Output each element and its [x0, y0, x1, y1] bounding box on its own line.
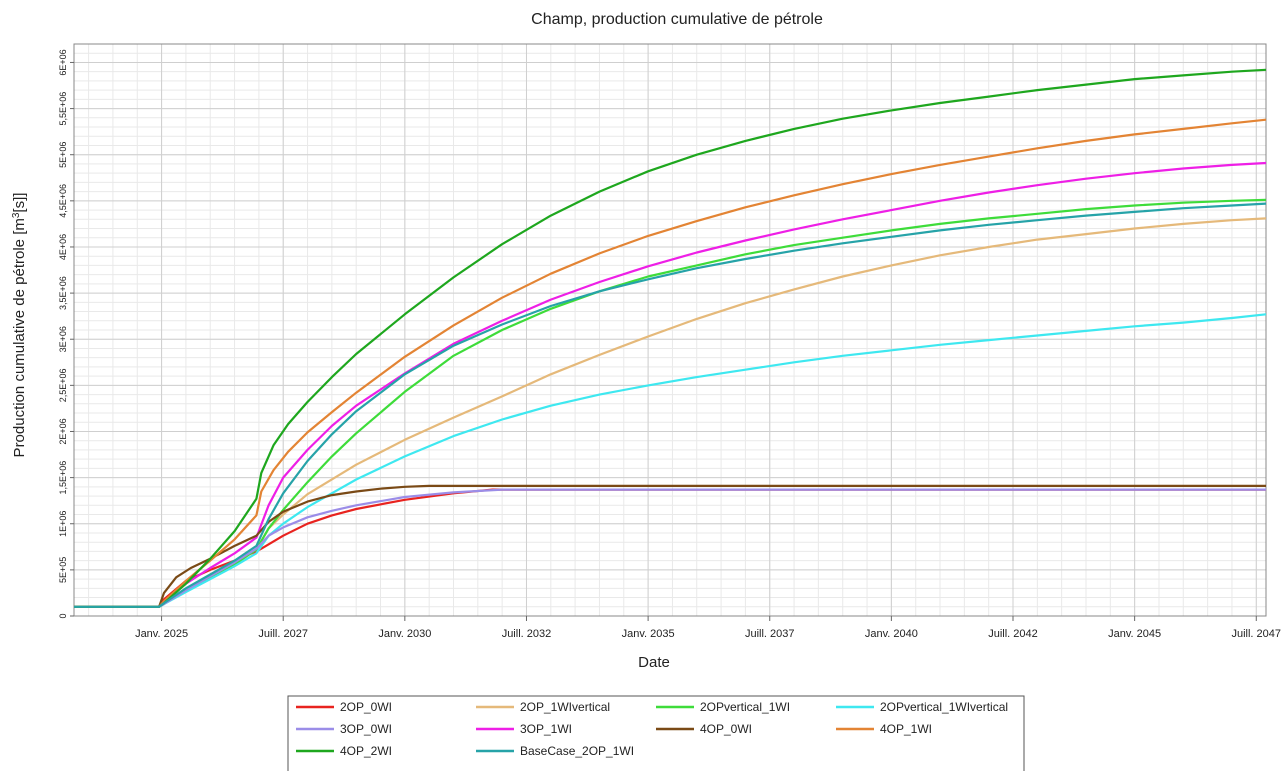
- legend-label: 3OP_1WI: [520, 722, 572, 736]
- legend-label: 4OP_2WI: [340, 744, 392, 758]
- x-tick-label: Juill. 2027: [258, 628, 308, 640]
- y-tick-label: 2,5E+06: [58, 368, 68, 402]
- x-axis-label: Date: [638, 654, 670, 671]
- y-axis-label: Production cumulative de pétrole [m3[s]]: [11, 193, 28, 458]
- y-tick-label: 0: [58, 613, 68, 618]
- y-axis-ticks: 0 5E+05 1E+06 1,5E+06 2E+06 2,5E+06 3E+06 3,5E+…: [58, 49, 74, 619]
- y-tick-label: 4E+06: [58, 234, 68, 260]
- y-tick-label: 5E+05: [58, 557, 68, 583]
- legend-label: 2OPvertical_1WIvertical: [880, 700, 1008, 714]
- plot-frame: [73, 43, 1267, 617]
- series-line-3OP_0WI: [74, 488, 1266, 608]
- series-line-4OP_2WI: [74, 68, 1267, 608]
- y-tick-label: 1E+06: [58, 511, 68, 537]
- x-tick-label: Juill. 2037: [745, 628, 795, 640]
- y-tick-label: 3E+06: [58, 326, 68, 352]
- x-tick-label: Juill. 2042: [988, 628, 1038, 640]
- y-tick-label: 3,5E+06: [58, 276, 68, 310]
- legend-label: 2OPvertical_1WI: [700, 700, 790, 714]
- series-line-BaseCase_2OP_1WI: [74, 202, 1267, 608]
- x-tick-label: Juill. 2032: [502, 628, 552, 640]
- legend-box: [287, 695, 1025, 771]
- y-tick-label: 5,5E+06: [58, 92, 68, 126]
- legend-label: BaseCase_2OP_1WI: [520, 744, 634, 758]
- legend: 2OP_0WI 2OP_1WIvertical 2OPvertical_1WI 2OP…: [287, 695, 1025, 771]
- x-tick-label: Janv. 2025: [135, 628, 188, 640]
- y-tick-label: 6E+06: [58, 49, 68, 75]
- x-axis-ticks: Janv. 2025 Juill. 2027 Janv. 2030 Juill. 20…: [135, 616, 1281, 640]
- y-tick-label: 5E+06: [58, 142, 68, 168]
- legend-label: 2OP_1WIvertical: [520, 700, 610, 714]
- y-tick-label: 4,5E+06: [58, 184, 68, 218]
- y-tick-label: 2E+06: [58, 418, 68, 444]
- series-line-2OPvertical_1WI: [74, 198, 1267, 608]
- x-tick-label: Janv. 2035: [622, 628, 675, 640]
- series-line-2OPvertical_1WIvertical: [74, 313, 1267, 608]
- x-tick-label: Janv. 2040: [865, 628, 918, 640]
- series-line-4OP_0WI: [74, 484, 1266, 608]
- legend-label: 4OP_1WI: [880, 722, 932, 736]
- chart-title: Champ, production cumulative de pétrole: [531, 11, 823, 28]
- y-tick-label: 1,5E+06: [58, 461, 68, 495]
- x-tick-label: Juill. 2047: [1231, 628, 1281, 640]
- series-line-4OP_1WI: [74, 118, 1267, 608]
- series-line-3OP_1WI: [74, 161, 1267, 608]
- series-layer: [74, 68, 1267, 608]
- major-grid: [74, 44, 1266, 617]
- x-tick-label: Janv. 2030: [378, 628, 431, 640]
- x-tick-label: Janv. 2045: [1108, 628, 1161, 640]
- legend-label: 2OP_0WI: [340, 700, 392, 714]
- legend-label: 3OP_0WI: [340, 722, 392, 736]
- legend-label: 4OP_0WI: [700, 722, 752, 736]
